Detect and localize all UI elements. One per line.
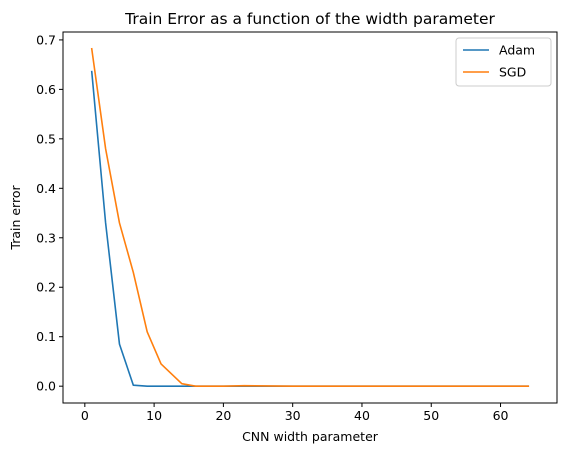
plot-area xyxy=(90,47,530,387)
y-tick-label: 0.7 xyxy=(36,32,56,47)
legend: Adam SGD xyxy=(455,37,552,87)
legend-label-sgd: SGD xyxy=(499,65,526,80)
axis-ticks: 0 10 20 30 40 50 60 0.0 0.1 0.2 0.3 0.4 0.5 0.6 0.7 xyxy=(36,32,508,423)
y-tick-label: 0.6 xyxy=(36,82,56,97)
y-tick-label: 0.4 xyxy=(36,181,56,196)
chart-title: Train Error as a function of the width p… xyxy=(124,10,495,28)
x-tick-label: 40 xyxy=(354,408,370,423)
y-tick-label: 0.2 xyxy=(36,280,56,295)
axes-frame xyxy=(62,31,558,404)
x-tick-label: 0 xyxy=(81,408,89,423)
y-tick-label: 0.3 xyxy=(36,230,56,245)
series-line-sgd xyxy=(90,47,530,387)
x-tick-label: 30 xyxy=(285,408,301,423)
legend-label-adam: Adam xyxy=(499,43,535,58)
x-tick-label: 50 xyxy=(423,408,439,423)
x-axis-label: CNN width parameter xyxy=(242,429,379,444)
x-tick-label: 20 xyxy=(215,408,231,423)
y-tick-label: 0.5 xyxy=(36,131,56,146)
x-tick-label: 60 xyxy=(493,408,509,423)
y-tick-label: 0.0 xyxy=(36,379,56,394)
y-axis-label: Train error xyxy=(8,185,23,251)
series-line-adam xyxy=(90,70,530,387)
y-tick-label: 0.1 xyxy=(36,329,56,344)
x-tick-label: 10 xyxy=(146,408,162,423)
